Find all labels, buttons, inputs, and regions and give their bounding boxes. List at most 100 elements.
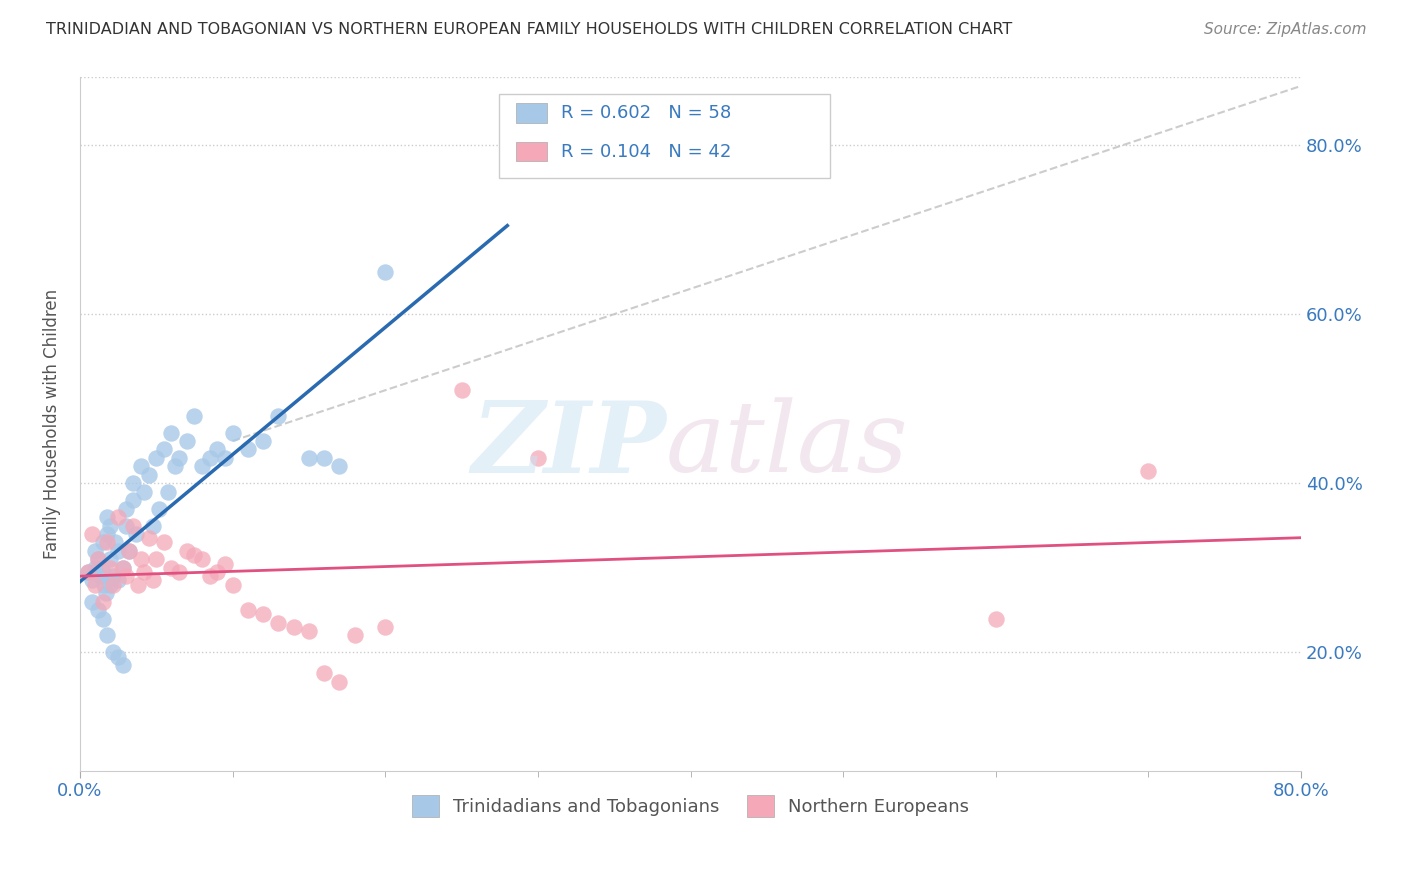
Point (527, 450, 550, 465)
Point (163, 459, 186, 474)
Point (87, 552, 110, 566)
Point (207, 565, 229, 579)
Point (91, 565, 114, 579)
Point (80, 574, 103, 588)
Point (107, 544, 129, 558)
Point (167, 565, 190, 579)
Point (107, 574, 129, 588)
Point (103, 645, 125, 659)
Point (107, 649, 129, 664)
Point (80, 527, 103, 541)
Point (214, 450, 236, 465)
Point (142, 518, 165, 533)
Point (100, 552, 122, 566)
Point (984, 611, 1007, 625)
Point (122, 476, 145, 491)
Point (328, 459, 350, 474)
Text: ZIP: ZIP (471, 397, 666, 493)
Point (252, 607, 274, 622)
Point (450, 383, 472, 397)
Point (84, 561, 107, 575)
Point (91, 594, 114, 608)
Point (267, 615, 290, 630)
Point (111, 658, 134, 673)
Y-axis label: Family Households with Children: Family Households with Children (44, 289, 60, 559)
Point (96, 527, 118, 541)
Point (87, 603, 110, 617)
Point (160, 425, 183, 440)
Point (111, 561, 134, 575)
Text: R = 0.602   N = 58: R = 0.602 N = 58 (561, 104, 731, 122)
Point (198, 450, 221, 465)
Point (89, 569, 111, 583)
Point (122, 493, 145, 508)
Point (183, 409, 205, 423)
Point (91, 611, 114, 625)
Point (374, 265, 396, 279)
Point (125, 527, 148, 541)
Point (160, 561, 183, 575)
Text: Source: ZipAtlas.com: Source: ZipAtlas.com (1204, 22, 1367, 37)
Point (283, 620, 305, 634)
Point (343, 628, 366, 642)
Point (114, 518, 136, 533)
Point (374, 620, 396, 634)
Point (93, 577, 115, 591)
Point (328, 674, 350, 689)
Point (104, 535, 127, 549)
Point (91, 535, 114, 549)
Point (132, 565, 155, 579)
Point (145, 552, 167, 566)
Point (236, 442, 259, 457)
Point (96, 510, 118, 524)
Point (207, 442, 229, 457)
Point (176, 544, 198, 558)
Point (183, 548, 205, 562)
Point (198, 569, 221, 583)
Text: R = 0.104   N = 42: R = 0.104 N = 42 (561, 143, 731, 161)
Point (221, 425, 243, 440)
Point (167, 450, 190, 465)
Point (236, 603, 259, 617)
Point (142, 574, 165, 588)
Point (138, 467, 160, 482)
Point (100, 518, 122, 533)
Point (122, 518, 145, 533)
Point (129, 552, 152, 566)
Point (157, 484, 180, 499)
Point (94, 586, 117, 600)
Point (114, 569, 136, 583)
Point (87, 552, 110, 566)
Point (129, 459, 152, 474)
Point (76, 565, 98, 579)
Point (1137, 464, 1160, 478)
Point (267, 409, 290, 423)
Point (118, 544, 141, 558)
Point (76, 565, 98, 579)
Point (191, 552, 214, 566)
Point (84, 577, 107, 591)
Point (132, 484, 155, 499)
Point (252, 434, 274, 448)
Point (111, 561, 134, 575)
Point (127, 577, 149, 591)
Point (153, 442, 176, 457)
Point (103, 569, 125, 583)
Point (96, 535, 118, 549)
Text: TRINIDADIAN AND TOBAGONIAN VS NORTHERN EUROPEAN FAMILY HOUSEHOLDS WITH CHILDREN : TRINIDADIAN AND TOBAGONIAN VS NORTHERN E… (46, 22, 1012, 37)
Text: atlas: atlas (666, 397, 908, 492)
Legend: Trinidadians and Tobagonians, Northern Europeans: Trinidadians and Tobagonians, Northern E… (405, 788, 977, 824)
Point (84, 544, 107, 558)
Point (103, 577, 125, 591)
Point (118, 544, 141, 558)
Point (298, 450, 321, 465)
Point (153, 535, 176, 549)
Point (191, 459, 214, 474)
Point (298, 624, 321, 639)
Point (145, 450, 167, 465)
Point (148, 501, 170, 516)
Point (138, 531, 160, 545)
Point (314, 666, 336, 681)
Point (100, 561, 122, 575)
Point (314, 450, 336, 465)
